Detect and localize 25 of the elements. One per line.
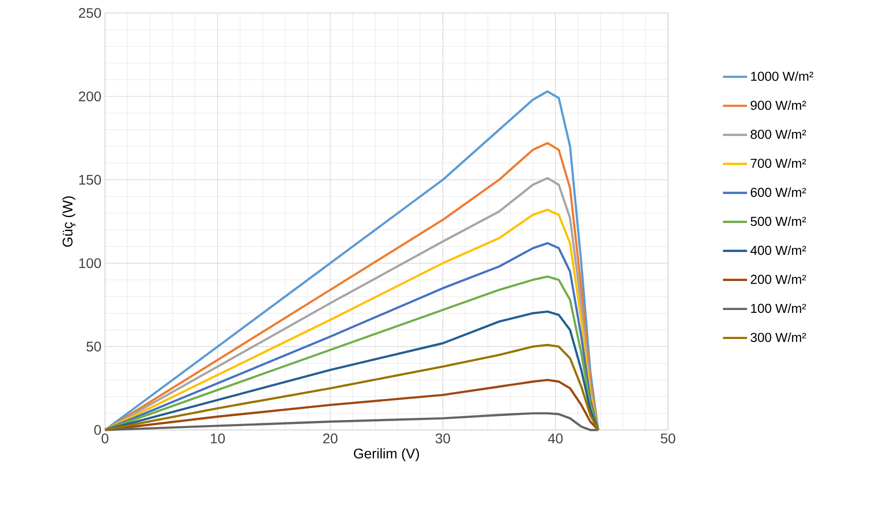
x-tick-label: 30	[436, 433, 450, 444]
legend-label: 800 W/m²	[750, 129, 806, 139]
legend-label: 200 W/m²	[750, 274, 806, 284]
line-series	[104, 344, 600, 432]
x-tick-label: 0	[102, 433, 108, 444]
y-tick-label: 50	[86, 342, 101, 352]
legend-label: 300 W/m²	[750, 332, 806, 342]
x-axis-title: Gerilim (V)	[354, 448, 419, 462]
x-tick-label: 20	[323, 433, 338, 444]
legend-label: 100 W/m²	[751, 303, 806, 313]
legend-label: 1000 W/m²	[751, 71, 814, 81]
y-tick-label: 250	[78, 8, 101, 18]
y-tick-label: 150	[79, 174, 101, 185]
y-tick-label: 100	[79, 258, 101, 268]
x-tick-label: 50	[660, 433, 676, 444]
legend-label: 400 W/m²	[750, 245, 806, 255]
x-tick-label: 40	[548, 433, 563, 444]
legend-label: 700 W/m²	[750, 158, 806, 168]
x-tick-label: 10	[210, 433, 225, 444]
y-tick-label: 200	[78, 91, 101, 102]
y-tick-label: 0	[94, 425, 101, 435]
legend-label: 900 W/m²	[750, 100, 806, 110]
legend-label: 600 W/m²	[750, 187, 806, 197]
legend-label: 500 W/m²	[750, 216, 806, 226]
y-axis-title: Güç (W)	[62, 196, 76, 247]
